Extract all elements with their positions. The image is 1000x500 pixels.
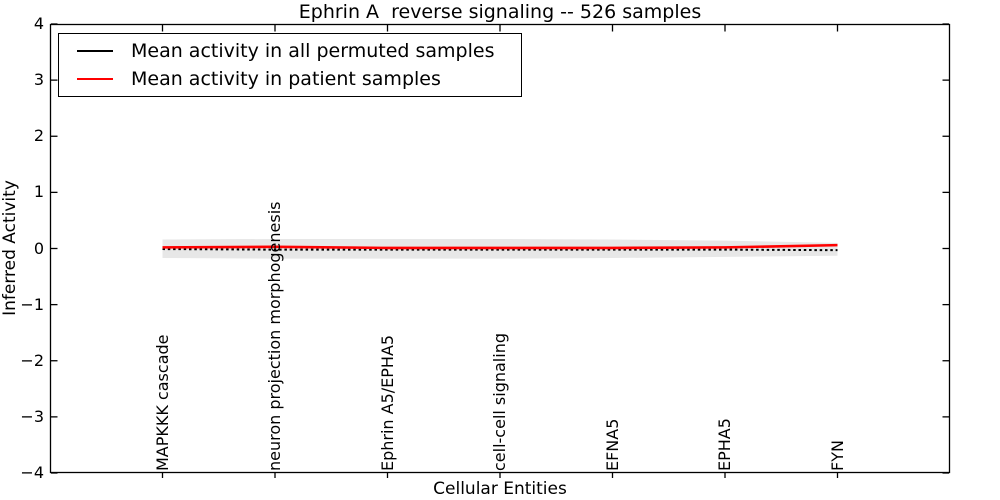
legend-item-permuted: Mean activity in all permuted samples — [69, 37, 511, 65]
y-tick-label: −4 — [20, 463, 44, 482]
x-category-label: neuron projection morphogenesis — [265, 201, 284, 472]
legend-label: Mean activity in patient samples — [131, 68, 441, 91]
permuted-mean-line — [162, 248, 838, 252]
x-category-label: EFNA5 — [602, 418, 622, 471]
legend-label: Mean activity in all permuted samples — [131, 39, 495, 62]
x-category-label: MAPKKK cascade — [152, 334, 172, 472]
y-tick-label: 0 — [33, 238, 44, 258]
legend: Mean activity in all permuted samples Me… — [58, 33, 522, 97]
y-tick-label: −3 — [20, 406, 44, 426]
x-category-label: cell-cell signaling — [490, 333, 509, 471]
y-tick-label: 4 — [33, 14, 44, 33]
y-tick-label: −1 — [20, 294, 44, 314]
chart-title: Ephrin A reverse signaling -- 526 sample… — [298, 1, 702, 23]
y-tick-label: −2 — [20, 350, 44, 370]
x-axis-label: Cellular Entities — [433, 479, 567, 499]
x-category-label: EPHA5 — [715, 418, 734, 471]
x-category-label: Ephrin A5/EPHA5 — [377, 334, 397, 471]
y-tick-label: 1 — [33, 182, 44, 202]
legend-item-patient: Mean activity in patient samples — [69, 65, 511, 93]
x-category-label: FYN — [827, 440, 847, 471]
patient-line-swatch — [77, 78, 113, 81]
y-tick-label: 2 — [33, 126, 44, 146]
permuted-line-swatch — [77, 49, 113, 52]
patient-mean-line — [162, 243, 838, 250]
y-tick-label: 3 — [33, 70, 44, 90]
